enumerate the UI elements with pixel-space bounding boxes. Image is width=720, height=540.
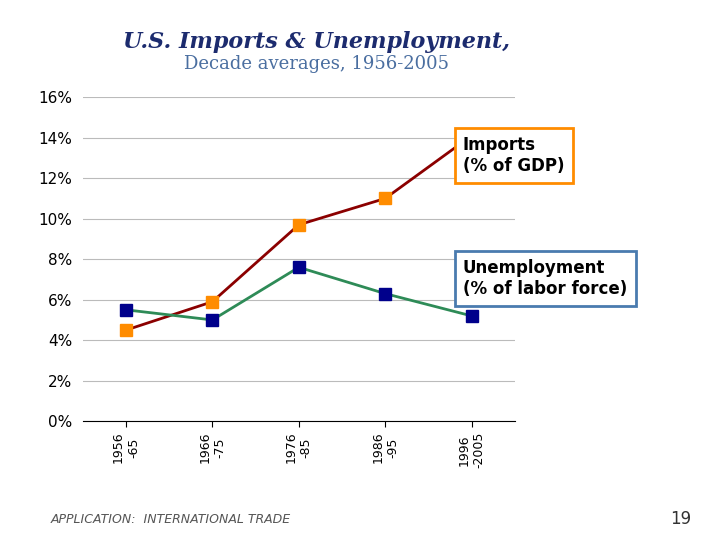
Text: APPLICATION:  INTERNATIONAL TRADE: APPLICATION: INTERNATIONAL TRADE (50, 513, 291, 526)
Text: 19: 19 (670, 510, 691, 529)
Text: Unemployment
(% of labor force): Unemployment (% of labor force) (463, 259, 627, 298)
Text: Imports
(% of GDP): Imports (% of GDP) (463, 136, 564, 175)
Text: U.S. Imports & Unemployment,: U.S. Imports & Unemployment, (123, 31, 510, 52)
Text: Decade averages, 1956-2005: Decade averages, 1956-2005 (184, 55, 449, 73)
